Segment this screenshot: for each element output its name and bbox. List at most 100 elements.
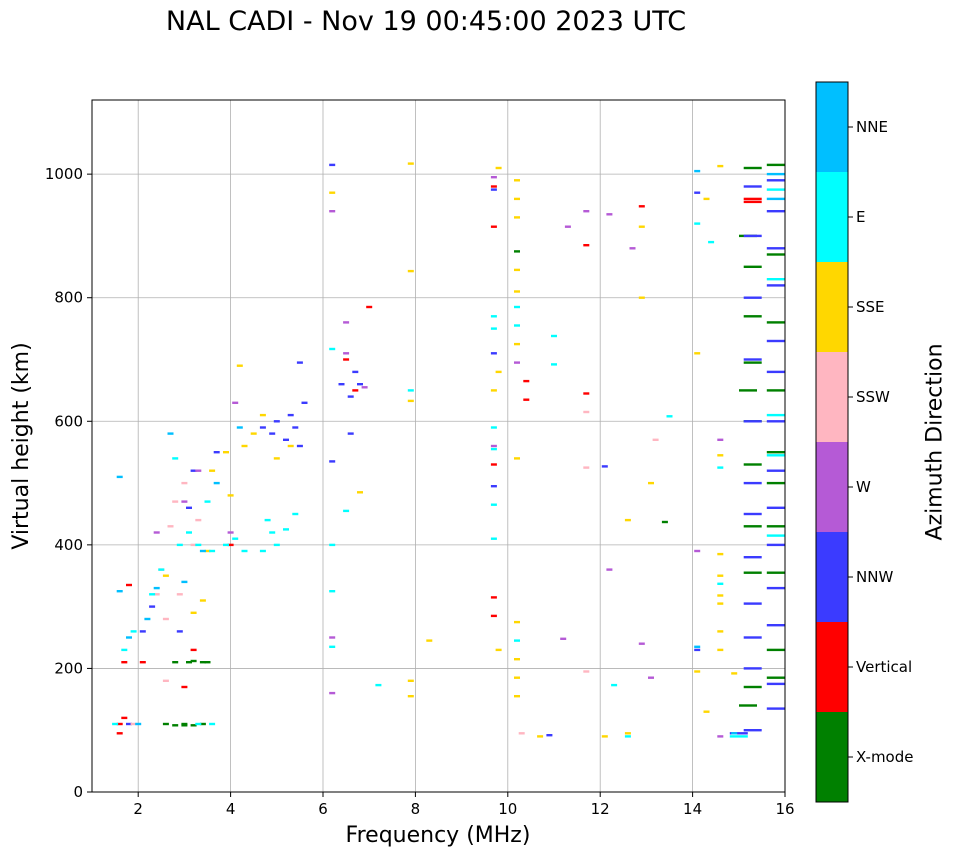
data-point-w (329, 636, 336, 639)
data-point-sse (514, 290, 520, 293)
data-point-e (514, 324, 520, 327)
data-point-vertical (523, 398, 530, 401)
data-point-sse (407, 269, 414, 273)
data-point-e (204, 500, 211, 503)
data-point-e (551, 363, 557, 366)
data-point-e (611, 683, 618, 687)
data-point-e (694, 222, 701, 225)
data-point-nne (144, 617, 151, 621)
data-point-x-mode (739, 704, 757, 707)
data-point-vertical (343, 358, 350, 361)
data-point-w (694, 549, 701, 553)
data-point-x-mode (172, 724, 179, 727)
data-point-sse (514, 676, 520, 679)
data-point-x-mode (743, 571, 762, 574)
data-point-vertical (490, 596, 497, 599)
y-axis-ticks: 0 200 400 600 800 1000 (45, 165, 92, 801)
data-point-w (343, 352, 350, 355)
data-point-sse (537, 735, 544, 738)
x-tick-label: 14 (683, 800, 702, 818)
y-tick-label: 800 (54, 289, 83, 307)
colorbar-label: SSW (856, 388, 890, 406)
data-point-x-mode (743, 525, 762, 528)
data-point-e (130, 630, 137, 633)
data-point-vertical (583, 244, 590, 247)
data-point-sse (227, 494, 234, 497)
data-point-x-mode (181, 722, 188, 726)
data-point-nnw (743, 481, 762, 485)
data-point-e (259, 549, 266, 553)
data-point-vertical (126, 583, 132, 587)
data-point-ssw (583, 410, 590, 414)
x-tick-label: 4 (226, 800, 236, 818)
data-point-sse (259, 413, 266, 417)
data-point-e (343, 509, 350, 513)
data-point-vertical (227, 543, 234, 547)
data-point-x-mode (204, 661, 211, 664)
data-point-nne (126, 636, 132, 639)
data-point-sse (495, 648, 502, 652)
data-point-w (181, 500, 188, 503)
data-point-nnw (766, 210, 785, 213)
data-point-e (121, 648, 128, 652)
data-point-ssw (195, 518, 202, 522)
data-point-e (717, 466, 724, 469)
data-point-w (560, 637, 567, 640)
data-point-w (638, 642, 645, 645)
colorbar-segment-nnw (816, 532, 848, 622)
data-point-nnw (766, 370, 785, 374)
data-point-vertical (490, 225, 497, 228)
colorbar-label: SSE (856, 298, 885, 316)
data-point-e (264, 518, 271, 522)
data-point-nne (167, 432, 174, 435)
data-point-e (232, 537, 239, 540)
data-point-x-mode (199, 722, 206, 726)
data-point-nnw (743, 729, 762, 732)
data-point-e (149, 593, 156, 596)
data-point-w (329, 210, 336, 213)
data-point-x-mode (766, 525, 785, 528)
data-point-e (209, 549, 216, 553)
data-point-sse (250, 432, 257, 435)
data-point-sse (624, 518, 631, 522)
data-point-sse (495, 370, 502, 374)
x-tick-label: 2 (133, 800, 143, 818)
data-point-sse (199, 599, 206, 602)
colorbar-segment-e (816, 172, 848, 262)
colorbar-segment-x-mode (816, 712, 848, 802)
data-point-nnw (766, 247, 785, 250)
data-point-sse (717, 648, 724, 652)
data-point-sse (490, 389, 497, 392)
data-point-nnw (743, 602, 762, 605)
data-point-x-mode (190, 659, 197, 663)
data-point-e (241, 549, 248, 553)
data-point-nnw (743, 296, 762, 299)
colorbar-title: Azimuth Direction (922, 343, 948, 541)
data-point-nne (116, 475, 123, 479)
data-point-nnw (126, 722, 132, 726)
data-point-x-mode (190, 724, 197, 727)
data-point-nne (213, 481, 220, 485)
y-tick-label: 200 (54, 659, 83, 677)
data-point-sse (717, 552, 724, 556)
data-point-sse (273, 457, 280, 460)
data-point-e (490, 315, 497, 318)
data-point-nnw (213, 451, 220, 454)
data-point-nnw (601, 465, 608, 468)
data-point-nnw (329, 163, 336, 167)
y-axis-label: Virtual height (km) (9, 342, 34, 549)
x-tick-label: 6 (318, 800, 328, 818)
data-point-sse (407, 162, 414, 165)
data-point-sse (190, 611, 197, 614)
data-point-vertical (139, 661, 146, 664)
data-point-e (195, 722, 202, 726)
data-point-e (624, 735, 631, 738)
x-axis-label: Frequency (MHz) (346, 823, 531, 848)
data-point-x-mode (766, 648, 785, 652)
data-point-x-mode (186, 661, 192, 664)
data-point-e (514, 305, 520, 309)
data-point-e (292, 512, 299, 516)
data-point-x-mode (766, 451, 785, 454)
data-point-sse (514, 695, 520, 698)
